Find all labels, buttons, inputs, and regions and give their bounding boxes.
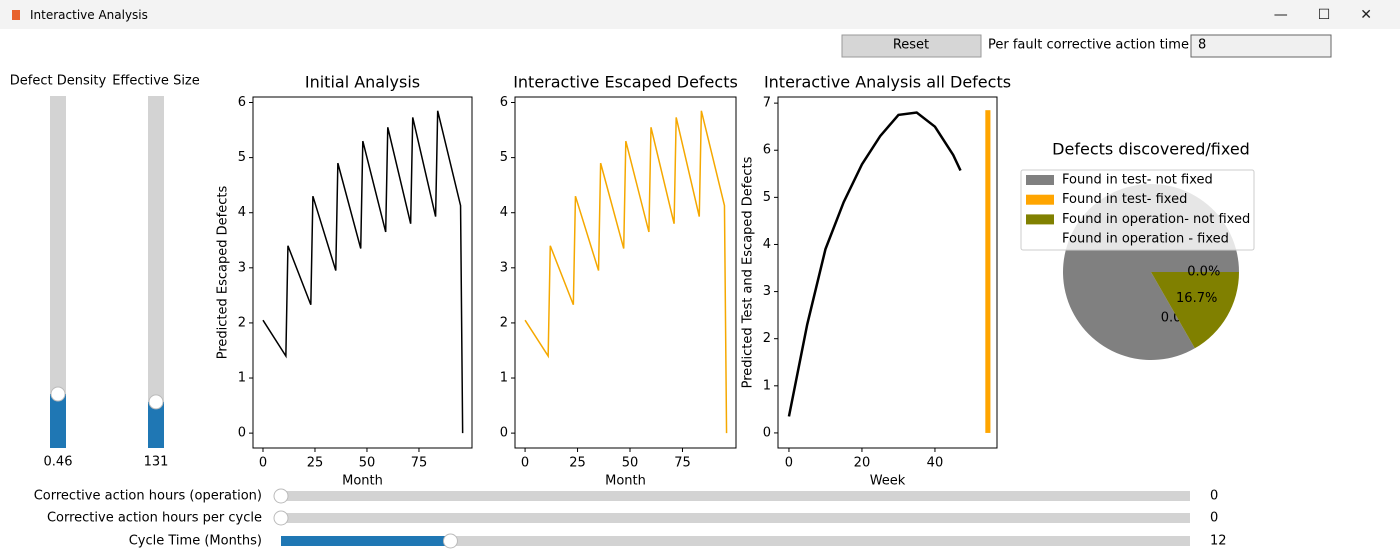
x-tick-label: 0 — [785, 456, 793, 471]
slider-handle[interactable] — [273, 510, 289, 526]
legend-label: Found in test- fixed — [1062, 192, 1187, 207]
x-tick-label: 40 — [927, 456, 944, 471]
legend-label: Found in operation - fixed — [1062, 232, 1229, 247]
slider-value: 12 — [1210, 534, 1227, 549]
chart-title: Initial Analysis — [305, 73, 420, 92]
x-tick-label: 50 — [359, 456, 376, 471]
y-tick-label: 7 — [763, 96, 771, 111]
chart-title: Interactive Escaped Defects — [513, 73, 738, 92]
slider-track — [281, 491, 1190, 501]
slider-label: Corrective action hours (operation) — [34, 489, 262, 504]
line — [787, 111, 962, 417]
figure: Reset Per fault corrective action time 8… — [0, 29, 1400, 560]
slider-handle[interactable] — [273, 488, 289, 504]
slider-label: Defect Density — [10, 74, 107, 89]
y-tick-label: 6 — [238, 95, 246, 110]
x-axis-label: Month — [342, 474, 383, 489]
action-time-box[interactable] — [1190, 34, 1332, 58]
slider-handle[interactable] — [442, 533, 458, 549]
pie-slice — [1151, 272, 1239, 349]
x-tick-label: 25 — [307, 456, 324, 471]
plot-frame — [777, 96, 998, 449]
plot-frame — [252, 96, 473, 449]
pie-label: 0.0% — [1187, 265, 1220, 280]
x-tick-label: 75 — [674, 456, 691, 471]
y-tick-label: 3 — [500, 260, 508, 275]
slider-handle[interactable] — [148, 394, 164, 410]
y-tick-label: 1 — [763, 378, 771, 393]
x-tick-label: 20 — [854, 456, 871, 471]
slider-track — [281, 513, 1190, 523]
legend-swatch — [1026, 194, 1054, 205]
slider-track — [50, 96, 66, 448]
y-tick-label: 4 — [238, 205, 246, 220]
y-axis-label: Predicted Test and Escaped Defects — [741, 156, 756, 388]
slider-label: Effective Size — [112, 74, 200, 89]
x-axis-label: Week — [870, 474, 906, 489]
x-tick-label: 25 — [569, 456, 586, 471]
slider-value: 0 — [1210, 511, 1218, 526]
y-tick-label: 0 — [763, 425, 771, 440]
slider-value: 0 — [1210, 489, 1218, 504]
y-tick-label: 3 — [763, 284, 771, 299]
reset-button[interactable] — [841, 34, 982, 58]
x-tick-label: 50 — [622, 456, 639, 471]
action-time-label: Per fault corrective action time — [988, 38, 1189, 53]
y-tick-label: 5 — [763, 190, 771, 205]
slider-fill — [281, 536, 451, 546]
maximize[interactable]: ☐ — [1317, 6, 1331, 23]
window-title: Interactive Analysis — [30, 7, 148, 22]
y-tick-label: 0 — [238, 426, 246, 441]
close[interactable]: ✕ — [1360, 6, 1372, 23]
bar — [985, 110, 991, 433]
minimize[interactable]: — — [1273, 6, 1288, 23]
slider-track — [148, 96, 164, 448]
slider-handle[interactable] — [50, 386, 66, 402]
action-time-value[interactable]: 8 — [1198, 38, 1206, 53]
x-tick-label: 0 — [521, 456, 529, 471]
legend-label: Found in operation- not fixed — [1062, 212, 1250, 227]
plot-frame — [514, 96, 737, 449]
legend-label: Found in test- not fixed — [1062, 173, 1213, 188]
y-tick-label: 2 — [763, 331, 771, 346]
line — [262, 110, 464, 434]
y-tick-label: 1 — [238, 371, 246, 386]
y-tick-label: 6 — [763, 143, 771, 158]
slider-label: Cycle Time (Months) — [129, 534, 262, 549]
y-tick-label: 2 — [500, 315, 508, 330]
y-tick-label: 0 — [500, 426, 508, 441]
slider-fill — [50, 394, 66, 448]
legend-swatch — [1026, 234, 1054, 245]
chart-title: Defects discovered/fixed — [1052, 140, 1250, 159]
y-tick-label: 2 — [238, 315, 246, 330]
y-tick-label: 5 — [238, 150, 246, 165]
slider-fill — [148, 401, 164, 448]
y-tick-label: 5 — [500, 150, 508, 165]
reset-label[interactable]: Reset — [893, 38, 929, 53]
app-icon — [12, 9, 20, 20]
line — [524, 110, 728, 434]
legend-swatch — [1026, 175, 1054, 185]
y-axis-label: Predicted Escaped Defects — [216, 186, 231, 360]
slider-label: Corrective action hours per cycle — [47, 511, 262, 526]
pie-label: 16.7% — [1176, 291, 1217, 306]
y-tick-label: 4 — [500, 205, 508, 220]
title-bar: Interactive Analysis — ☐ ✕ — [0, 0, 1400, 30]
x-axis-label: Month — [605, 474, 646, 489]
chart-title: Interactive Analysis all Defects — [764, 73, 1011, 92]
x-tick-label: 0 — [259, 456, 267, 471]
legend-swatch — [1026, 214, 1054, 225]
slider-value: 0.46 — [44, 455, 73, 470]
slider-value: 131 — [144, 455, 169, 470]
y-tick-label: 3 — [238, 260, 246, 275]
y-tick-label: 4 — [763, 237, 771, 252]
y-tick-label: 1 — [500, 371, 508, 386]
legend — [1020, 169, 1255, 251]
x-tick-label: 75 — [411, 456, 428, 471]
y-tick-label: 6 — [500, 95, 508, 110]
slider-track — [281, 536, 1190, 546]
